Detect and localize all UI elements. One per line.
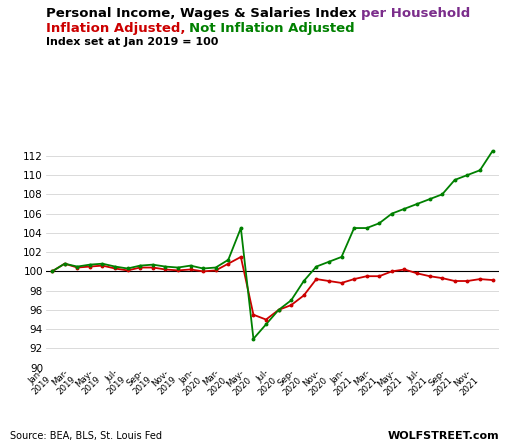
Text: Source: BEA, BLS, St. Louis Fed: Source: BEA, BLS, St. Louis Fed: [10, 431, 162, 441]
Text: per Household: per Household: [361, 7, 470, 19]
Text: WOLFSTREET.com: WOLFSTREET.com: [387, 431, 499, 441]
Text: Inflation Adjusted,: Inflation Adjusted,: [46, 22, 185, 35]
Text: Index set at Jan 2019 = 100: Index set at Jan 2019 = 100: [46, 36, 218, 47]
Text: Personal Income, Wages & Salaries Index: Personal Income, Wages & Salaries Index: [46, 7, 361, 19]
Text: Not Inflation Adjusted: Not Inflation Adjusted: [189, 22, 355, 35]
